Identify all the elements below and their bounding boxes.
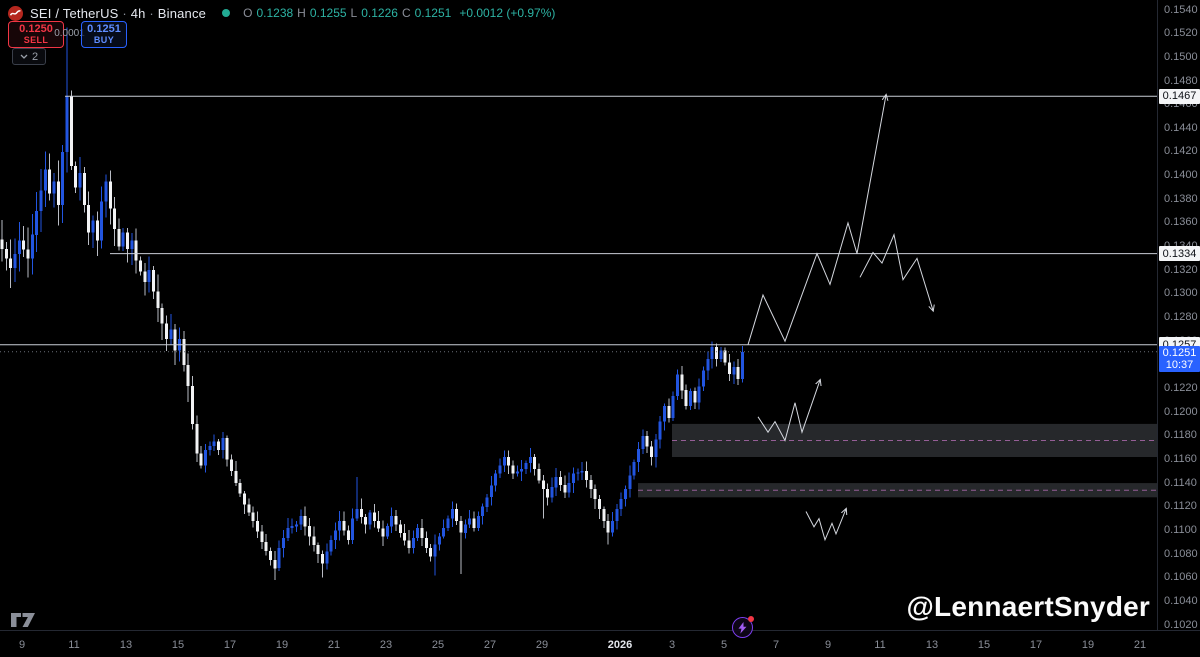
time-tick-label: 11 [874,639,886,651]
time-tick-label: 11 [68,639,80,651]
lightning-bolt-icon [738,621,747,634]
exchange-label: Binance [157,5,207,21]
time-tick-label: 25 [431,639,445,651]
symbol-title[interactable]: SEI / TetherUS · 4h · Binance [30,5,207,21]
price-tick-label: 0.1520 [1164,27,1198,40]
price-level-label: 0.1334 [1159,246,1200,262]
interval-label: 4h [130,5,146,21]
price-tick-label: 0.1340 [1164,241,1198,252]
price-tick-label: 0.1280 [1164,311,1198,323]
time-tick-label: 15 [977,639,991,651]
candles [0,27,744,581]
supply-demand-zones[interactable] [638,423,1157,498]
close-value: 0.1251 [414,6,452,20]
price-tick-label: 0.1160 [1164,452,1197,465]
level-lines[interactable] [0,95,1157,346]
time-tick-label: 9 [18,639,26,651]
time-tick-label: 17 [223,639,237,651]
price-tick-label: 0.1460 [1164,98,1198,111]
low-value: 0.1226 [361,6,398,20]
time-tick-label: 23 [379,639,393,651]
price-tick-label: 0.1100 [1164,523,1197,536]
price-tick-label: 0.1380 [1164,192,1198,205]
chevron-down-icon [20,54,28,59]
bar-countdown: 10:37 [1165,358,1194,371]
market-status-dot-icon[interactable] [222,9,231,17]
current-price-value: 0.1251 [1162,346,1197,359]
time-tick-label: 7 [772,639,780,651]
open-value: 0.1238 [256,6,294,20]
buy-button[interactable]: 0.1251 BUY [81,21,127,48]
time-tick-label: 15 [171,639,185,651]
price-axis[interactable]: 0.1540 0.1520 0.1500 0.1480 0.1460 0.1440 0.14… [1157,0,1200,630]
price-tick-label: 0.1220 [1164,382,1198,394]
time-tick-label: 17 [1029,639,1043,651]
buy-price: 0.1251 [87,22,121,35]
time-tick-label: 29 [535,639,549,651]
ohlc-values: O 0.1238 H 0.1255 L 0.1226 C 0.1251 +0.0012 … [243,6,556,20]
price-tick-label: 0.1360 [1164,216,1198,229]
change-value: +0.0012 (+0.97%) [459,6,556,20]
time-tick-label: 27 [483,639,497,651]
price-tick-label: 0.1120 [1164,500,1197,513]
projection-drawings[interactable] [747,95,933,542]
notification-dot-icon [748,616,754,622]
sell-button[interactable]: 0.1250 SELL [8,21,64,48]
price-tick-label: 0.1480 [1164,74,1198,87]
indicator-count: 2 [32,50,39,63]
price-tick-label: 0.1440 [1164,121,1198,134]
price-tick-label: 0.1320 [1164,263,1198,276]
price-tick-label: 0.1400 [1164,169,1198,182]
spread-value: 0.0001 [54,28,85,39]
time-tick-label: 19 [1081,639,1095,651]
sei-coin-logo-icon [8,5,23,21]
price-tick-label: 0.1180 [1164,429,1197,442]
price-tick-label: 0.1200 [1164,405,1198,418]
current-price-label: 0.1251 10:37 [1159,345,1200,372]
price-tick-label: 0.1300 [1164,287,1198,300]
price-tick-label: 0.1020 [1164,618,1198,631]
events-lightning-icon[interactable] [732,616,754,638]
time-tick-label: 9 [824,639,832,651]
time-axis[interactable]: 9 11 13 15 17 19 21 23 25 27 29 2026 3 5 7 9 11 13 15 17 19 2… [0,630,1200,657]
price-tick-label: 0.1500 [1164,50,1198,63]
indicators-collapse-toggle[interactable]: 2 [12,48,47,65]
price-tick-label: 0.1060 [1164,571,1198,584]
time-tick-label: 19 [275,639,289,651]
tradingview-logo-icon[interactable] [10,610,36,633]
time-tick-label: 13 [119,639,133,651]
time-tick-label: 2026 [607,639,633,651]
time-tick-label: 21 [327,639,341,651]
watermark-handle: @LennaertSnyder [906,591,1150,622]
price-tick-label: 0.1540 [1164,3,1198,16]
price-tick-label: 0.1420 [1164,145,1198,158]
price-tick-label: 0.1040 [1164,594,1198,607]
time-tick-label: 21 [1133,639,1147,651]
price-tick-label: 0.1140 [1164,476,1197,489]
price-level-label: 0.1467 [1159,88,1200,104]
time-tick-label: 5 [720,639,728,651]
price-tick-label: 0.1080 [1164,547,1198,560]
time-tick-label: 13 [925,639,939,651]
sell-price: 0.1250 [19,22,53,35]
symbol-name: SEI / TetherUS [30,5,119,21]
high-value: 0.1255 [309,6,347,20]
time-tick-label: 3 [668,639,676,651]
